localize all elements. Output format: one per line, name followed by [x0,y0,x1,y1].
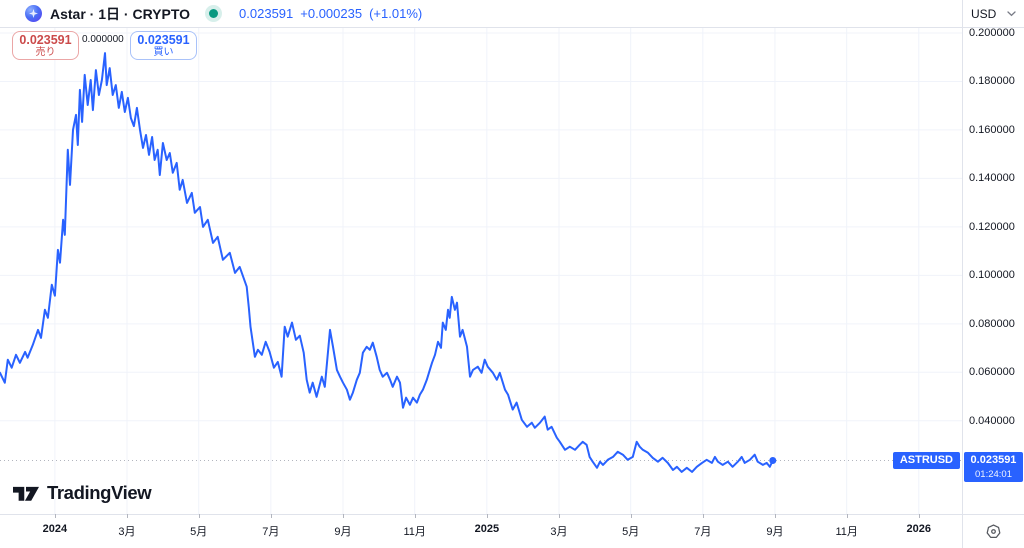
time-axis-label[interactable]: 5月 [622,526,640,538]
time-axis-label[interactable]: 2025 [474,523,500,535]
price-axis-label: 0.040000 [969,414,1015,427]
bar-close-countdown: 01:24:01 [975,468,1012,480]
time-axis-label[interactable]: 7月 [262,526,280,538]
time-axis-tick [702,514,704,518]
time-axis-tick [54,514,56,518]
price-line-series [0,52,774,473]
current-price-value: 0.023591 [970,453,1017,466]
last-price-dot [769,457,777,465]
price-axis-label: 0.160000 [969,123,1015,136]
price-summary: 0.023591 +0.000235 (+1.01%) [239,6,422,21]
price-axis-label: 0.100000 [969,269,1015,282]
time-axis-tick [558,514,560,518]
last-price: 0.023591 [239,6,294,21]
high-price-marker: 0.000000 [82,34,124,45]
astar-logo-icon [25,5,42,22]
currency-selector[interactable]: USD [962,0,1024,28]
price-change: +0.000235 [300,6,363,21]
time-axis-label[interactable]: 7月 [694,526,712,538]
tradingview-mark-icon [13,486,39,501]
symbol-price-flag: ASTRUSD [892,451,960,469]
time-axis-tick [414,514,416,518]
time-axis-label[interactable]: 3月 [550,526,568,538]
time-axis[interactable]: 2024 3月 5月 7月 9月 11月 2025 3月 5月 7月 9月 11月 2026 [0,514,1024,548]
time-axis-tick [918,514,920,518]
buy-price: 0.023591 [137,32,190,47]
time-axis-tick [486,514,488,518]
time-axis-label[interactable]: 11月 [403,526,426,538]
time-axis-label[interactable]: 11月 [835,526,858,538]
time-axis-tick [198,514,200,518]
symbol-title[interactable]: Astar · 1日 · CRYPTO [50,5,191,22]
time-axis-label[interactable]: 5月 [190,526,208,538]
current-price-badge: 0.023591 01:24:01 [964,451,1023,482]
time-axis-label[interactable]: 2026 [906,523,932,535]
time-axis-tick [270,514,272,518]
time-axis-label[interactable]: 3月 [118,526,136,538]
time-axis-tick [846,514,848,518]
time-axis-tick [630,514,632,518]
price-change-pct: (+1.01%) [369,6,423,21]
price-axis[interactable]: 0.023591 01:24:01 0.200000 0.180000 0.1600… [962,0,1024,514]
market-open-dot-icon [209,9,219,18]
time-axis-label[interactable]: 9月 [334,526,352,538]
sell-price: 0.023591 [19,32,72,47]
price-axis-label: 0.120000 [969,220,1015,233]
price-axis-label: 0.200000 [969,26,1015,39]
time-axis-label[interactable]: 2024 [42,523,68,535]
gear-icon [986,524,1001,538]
time-axis-tick [774,514,776,518]
buy-button[interactable]: 0.023591 買い [130,31,197,60]
tradingview-brand-text: TradingView [47,482,152,503]
price-axis-label: 0.080000 [969,317,1015,330]
time-axis-label[interactable]: 9月 [766,526,784,538]
sell-button[interactable]: 0.023591 売り [12,31,79,60]
price-axis-label: 0.060000 [969,366,1015,379]
axis-settings-button[interactable] [962,514,1024,548]
time-axis-tick [342,514,344,518]
sell-label: 売り [35,46,56,58]
currency-label: USD [971,6,997,21]
buy-label: 買い [153,46,174,58]
chart-header: Astar · 1日 · CRYPTO 0.023591 +0.000235 (… [0,0,1024,28]
price-chart-canvas[interactable] [0,0,962,514]
price-axis-label: 0.180000 [969,75,1015,88]
tradingview-logo[interactable]: TradingView [13,482,152,504]
chevron-down-icon [1007,10,1016,16]
price-axis-label: 0.140000 [969,172,1015,185]
time-axis-tick [126,514,128,518]
